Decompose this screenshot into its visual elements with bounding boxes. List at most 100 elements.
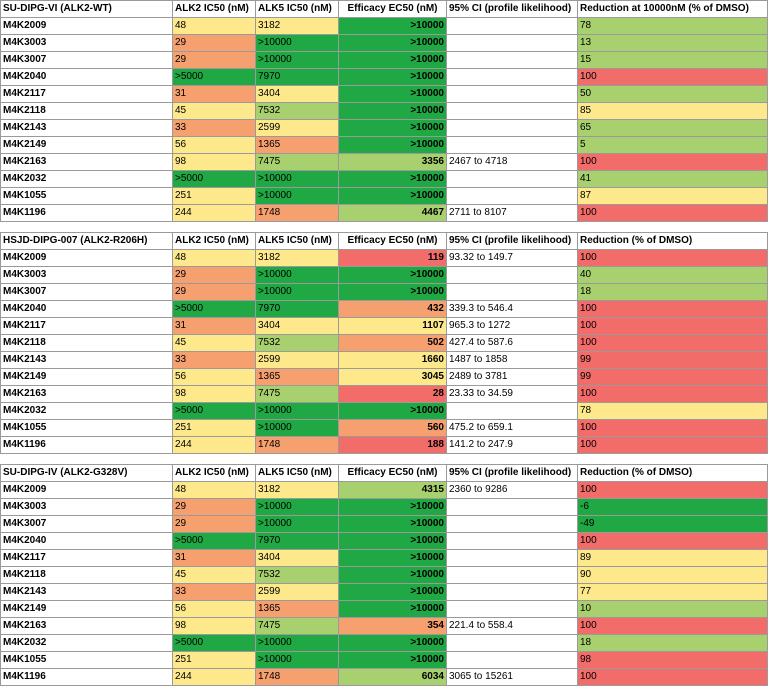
alk5-ic50-cell: 7475 — [255, 385, 339, 403]
table-row: M4K2163 98 7475 28 23.33 to 34.59 100 — [0, 385, 768, 403]
efficacy-ec50-cell: >10000 — [338, 136, 447, 154]
column-header: Reduction (% of DMSO) — [577, 464, 768, 482]
reduction-cell: 77 — [577, 583, 768, 601]
ci-cell: 965.3 to 1272 — [446, 317, 578, 335]
alk5-ic50-cell: 7970 — [255, 68, 339, 86]
alk5-ic50-cell: >10000 — [255, 634, 339, 652]
table-row: M4K1196 244 1748 188 141.2 to 247.9 100 — [0, 436, 768, 454]
alk2-ic50-cell: 244 — [172, 204, 256, 222]
reduction-cell: 100 — [577, 436, 768, 454]
table-row: M4K2149 56 1365 >10000 10 — [0, 600, 768, 618]
ci-cell — [446, 402, 578, 420]
alk2-ic50-cell: 251 — [172, 419, 256, 437]
alk2-ic50-cell: 56 — [172, 368, 256, 386]
table-spacer — [1, 454, 768, 465]
alk5-ic50-cell: 2599 — [255, 119, 339, 137]
ci-cell — [446, 600, 578, 618]
alk5-ic50-cell: >10000 — [255, 498, 339, 516]
alk2-ic50-cell: 251 — [172, 187, 256, 205]
efficacy-ec50-cell: >10000 — [338, 34, 447, 52]
reduction-cell: 65 — [577, 119, 768, 137]
compound-cell: M4K1055 — [0, 651, 173, 669]
reduction-cell: 99 — [577, 351, 768, 369]
alk5-ic50-cell: >10000 — [255, 419, 339, 437]
table-row: M4K2032 >5000 >10000 >10000 18 — [0, 634, 768, 652]
reduction-cell: 100 — [577, 300, 768, 318]
compound-cell: M4K2118 — [0, 334, 173, 352]
efficacy-ec50-cell: 560 — [338, 419, 447, 437]
alk5-ic50-cell: 3182 — [255, 249, 339, 267]
table-header-row: SU-DIPG-IV (ALK2-G328V) ALK2 IC50 (nM) ALK… — [0, 464, 768, 482]
alk5-ic50-cell: 1748 — [255, 204, 339, 222]
column-header: Reduction (% of DMSO) — [577, 232, 768, 250]
reduction-cell: -6 — [577, 498, 768, 516]
reduction-cell: 100 — [577, 617, 768, 635]
alk5-ic50-cell: 2599 — [255, 351, 339, 369]
alk2-ic50-cell: 29 — [172, 51, 256, 69]
compound-cell: M4K3003 — [0, 498, 173, 516]
efficacy-ec50-cell: 1107 — [338, 317, 447, 335]
reduction-cell: 98 — [577, 651, 768, 669]
efficacy-ec50-cell: >10000 — [338, 187, 447, 205]
column-header: 95% CI (profile likelihood) — [446, 0, 578, 18]
ci-cell — [446, 266, 578, 284]
alk5-ic50-cell: 3404 — [255, 317, 339, 335]
table-row: M4K2163 98 7475 354 221.4 to 558.4 100 — [0, 617, 768, 635]
reduction-cell: 100 — [577, 385, 768, 403]
ci-cell — [446, 583, 578, 601]
table-row: M4K2163 98 7475 3356 2467 to 4718 100 — [0, 153, 768, 171]
alk2-ic50-cell: 33 — [172, 351, 256, 369]
table-row: M4K3003 29 >10000 >10000 -6 — [0, 498, 768, 516]
table-row: M4K2149 56 1365 3045 2489 to 3781 99 — [0, 368, 768, 386]
efficacy-ec50-cell: >10000 — [338, 498, 447, 516]
alk5-ic50-cell: 1365 — [255, 368, 339, 386]
alk5-ic50-cell: 2599 — [255, 583, 339, 601]
table-row: M4K3003 29 >10000 >10000 13 — [0, 34, 768, 52]
reduction-cell: 100 — [577, 317, 768, 335]
ci-cell: 141.2 to 247.9 — [446, 436, 578, 454]
compound-cell: M4K2040 — [0, 68, 173, 86]
alk2-ic50-cell: 29 — [172, 283, 256, 301]
compound-cell: M4K2163 — [0, 153, 173, 171]
ci-cell — [446, 532, 578, 550]
reduction-cell: 50 — [577, 85, 768, 103]
alk5-ic50-cell: 3182 — [255, 17, 339, 35]
alk2-ic50-cell: 251 — [172, 651, 256, 669]
cell-line-header: SU-DIPG-IV (ALK2-G328V) — [0, 464, 173, 482]
compound-cell: M4K2118 — [0, 102, 173, 120]
efficacy-ec50-cell: >10000 — [338, 532, 447, 550]
alk5-ic50-cell: >10000 — [255, 170, 339, 188]
table-row: M4K2009 48 3182 >10000 78 — [0, 17, 768, 35]
table-header-row: SU-DIPG-VI (ALK2-WT) ALK2 IC50 (nM) ALK5 I… — [0, 0, 768, 18]
ci-cell: 221.4 to 558.4 — [446, 617, 578, 635]
table-row: M4K2149 56 1365 >10000 5 — [0, 136, 768, 154]
efficacy-ec50-cell: 188 — [338, 436, 447, 454]
ci-cell — [446, 136, 578, 154]
ci-cell: 475.2 to 659.1 — [446, 419, 578, 437]
compound-cell: M4K2143 — [0, 583, 173, 601]
alk2-ic50-cell: 33 — [172, 583, 256, 601]
alk5-ic50-cell: 1748 — [255, 668, 339, 686]
compound-cell: M4K2040 — [0, 532, 173, 550]
alk5-ic50-cell: 7532 — [255, 334, 339, 352]
reduction-cell: 100 — [577, 532, 768, 550]
table-row: M4K3007 29 >10000 >10000 -49 — [0, 515, 768, 533]
table-row: M4K3007 29 >10000 >10000 15 — [0, 51, 768, 69]
table-row: M4K1055 251 >10000 >10000 98 — [0, 651, 768, 669]
alk5-ic50-cell: >10000 — [255, 266, 339, 284]
compound-cell: M4K2163 — [0, 617, 173, 635]
alk2-ic50-cell: >5000 — [172, 532, 256, 550]
reduction-cell: 78 — [577, 402, 768, 420]
efficacy-ec50-cell: >10000 — [338, 402, 447, 420]
compound-cell: M4K2032 — [0, 170, 173, 188]
alk5-ic50-cell: 7532 — [255, 566, 339, 584]
ci-cell: 427.4 to 587.6 — [446, 334, 578, 352]
efficacy-ec50-cell: >10000 — [338, 515, 447, 533]
alk5-ic50-cell: 3404 — [255, 85, 339, 103]
alk5-ic50-cell: 1748 — [255, 436, 339, 454]
alk2-ic50-cell: 29 — [172, 515, 256, 533]
ci-cell — [446, 549, 578, 567]
ci-cell — [446, 34, 578, 52]
alk5-ic50-cell: >10000 — [255, 283, 339, 301]
